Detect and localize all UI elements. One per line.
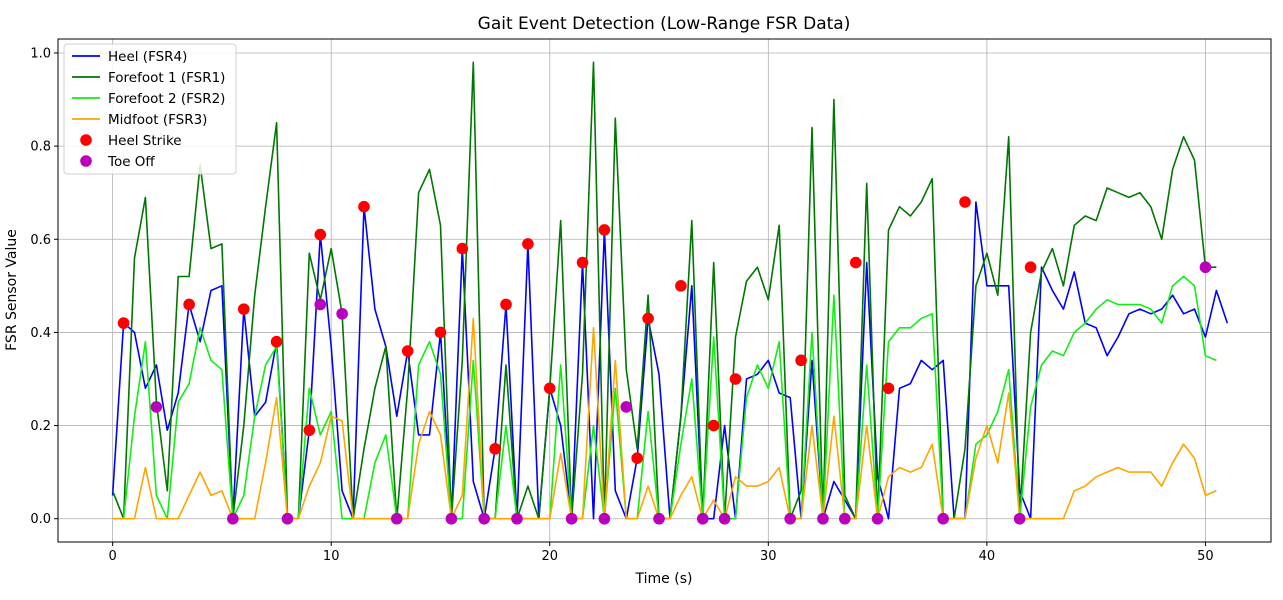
x-axis-ticks: 0 10 20 30 40 50 bbox=[108, 542, 1214, 564]
marker-heel-strike bbox=[237, 303, 250, 315]
marker-heel-strike bbox=[729, 373, 742, 385]
y-axis-ticks: 0.0 0.2 0.4 0.6 0.8 1.0 bbox=[30, 46, 58, 527]
marker-toe-off bbox=[1013, 512, 1026, 525]
marker-toe-off bbox=[620, 401, 633, 413]
y-tick-label: 0.4 bbox=[30, 326, 51, 341]
marker-toe-off bbox=[336, 307, 348, 320]
x-tick-label: 30 bbox=[760, 549, 777, 564]
marker-heel-strike bbox=[117, 317, 130, 329]
marker-toe-off bbox=[871, 512, 884, 525]
marker-toe-off bbox=[565, 512, 578, 525]
x-tick-label: 10 bbox=[323, 549, 340, 564]
marker-heel-strike bbox=[489, 443, 501, 455]
marker-heel-strike bbox=[576, 256, 589, 269]
marker-toe-off bbox=[817, 512, 829, 525]
legend-label: Midfoot (FSR3) bbox=[108, 112, 207, 128]
legend-label: Toe Off bbox=[107, 154, 155, 170]
marker-heel-strike bbox=[795, 354, 807, 367]
marker-toe-off bbox=[227, 512, 239, 525]
marker-toe-off bbox=[150, 401, 163, 413]
marker-toe-off bbox=[478, 512, 490, 525]
marker-heel-strike bbox=[543, 382, 556, 395]
y-tick-label: 1.0 bbox=[30, 46, 51, 61]
marker-toe-off bbox=[784, 512, 796, 525]
grid-lines bbox=[58, 39, 1271, 542]
marker-heel-strike bbox=[314, 228, 327, 241]
plot-area bbox=[111, 61, 1229, 525]
marker-heel-strike bbox=[675, 280, 687, 292]
y-tick-label: 0.2 bbox=[30, 419, 51, 434]
legend: Heel (FSR4) Forefoot 1 (FSR1) Forefoot 2 (… bbox=[63, 43, 237, 175]
marker-heel-strike bbox=[500, 298, 512, 311]
marker-heel-strike bbox=[882, 382, 895, 395]
legend-box bbox=[63, 43, 237, 175]
marker-toe-off bbox=[390, 512, 403, 525]
marker-heel-strike bbox=[522, 238, 534, 250]
marker-heel-strike bbox=[270, 335, 283, 348]
y-tick-label: 0.6 bbox=[30, 233, 51, 248]
marker-toe-off bbox=[598, 512, 611, 525]
marker-heel-strike bbox=[849, 256, 862, 269]
chart-title: Gait Event Detection (Low-Range FSR Data… bbox=[478, 14, 851, 34]
legend-swatch bbox=[80, 134, 92, 146]
marker-heel-strike bbox=[434, 326, 447, 339]
x-tick-label: 50 bbox=[1197, 549, 1214, 564]
legend-label: Forefoot 1 (FSR1) bbox=[108, 70, 225, 86]
legend-swatch bbox=[80, 155, 92, 167]
marker-toe-off bbox=[937, 512, 949, 525]
marker-toe-off bbox=[718, 512, 731, 525]
legend-label: Heel (FSR4) bbox=[108, 49, 187, 65]
x-tick-label: 0 bbox=[108, 549, 116, 564]
marker-heel-strike bbox=[456, 242, 469, 255]
marker-heel-strike bbox=[1024, 261, 1037, 274]
marker-toe-off bbox=[445, 512, 458, 525]
legend-label: Heel Strike bbox=[108, 133, 182, 149]
marker-toe-off bbox=[281, 512, 294, 525]
marker-toe-off bbox=[839, 512, 851, 525]
marker-toe-off bbox=[314, 298, 327, 311]
x-tick-label: 40 bbox=[979, 549, 996, 564]
plot-frame bbox=[57, 38, 1272, 543]
marker-heel-strike bbox=[642, 312, 654, 325]
series-line-midfoot-fsr3 bbox=[112, 317, 1217, 520]
marker-heel-strike bbox=[358, 200, 370, 213]
marker-toe-off bbox=[1199, 261, 1212, 274]
y-axis-label: FSR Sensor Value bbox=[4, 229, 20, 351]
marker-toe-off bbox=[653, 512, 665, 525]
marker-heel-strike bbox=[959, 196, 971, 208]
marker-toe-off bbox=[511, 512, 523, 525]
x-axis-label: Time (s) bbox=[635, 571, 693, 587]
y-tick-label: 0.8 bbox=[30, 140, 51, 155]
marker-heel-strike bbox=[183, 298, 195, 311]
legend-label: Forefoot 2 (FSR2) bbox=[108, 91, 225, 107]
x-tick-label: 20 bbox=[541, 549, 558, 564]
marker-heel-strike bbox=[707, 419, 720, 432]
marker-heel-strike bbox=[598, 224, 611, 236]
marker-heel-strike bbox=[303, 424, 316, 437]
y-tick-label: 0.0 bbox=[30, 512, 51, 527]
marker-heel-strike bbox=[401, 345, 414, 357]
marker-heel-strike bbox=[631, 452, 643, 464]
series-line-forefoot-2-fsr2 bbox=[112, 275, 1217, 520]
marker-toe-off bbox=[696, 512, 709, 525]
